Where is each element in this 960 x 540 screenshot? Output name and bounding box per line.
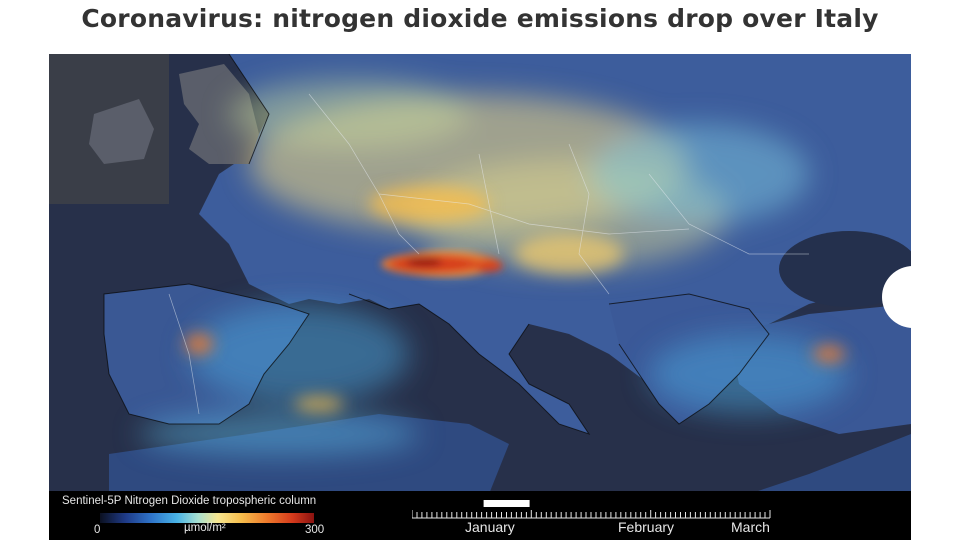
land-britain [179, 64, 259, 164]
colorbar-max-label: 300 [305, 524, 325, 536]
borders [168, 93, 809, 415]
colorbar [100, 513, 314, 523]
timeline-position-marker[interactable] [483, 500, 530, 507]
europe-map [49, 54, 911, 540]
legend-title: Sentinel-5P Nitrogen Dioxide tropospheri… [62, 495, 317, 507]
colorbar-min-label: 0 [94, 524, 101, 536]
land-ireland [89, 99, 154, 164]
month-label-march: March [731, 519, 770, 535]
black-sea [779, 231, 911, 307]
month-label-february: February [618, 519, 675, 535]
page-title: Coronavirus: nitrogen dioxide emissions … [81, 4, 879, 33]
timeline-ticks [412, 510, 771, 518]
no2-map [49, 54, 911, 540]
play-button[interactable] [882, 266, 944, 328]
po-valley-hotspot [381, 252, 503, 276]
month-label-january: January [465, 519, 515, 535]
emission-broad [139, 79, 849, 456]
colorbar-unit-label: µmol/m² [184, 522, 226, 534]
timeline[interactable] [412, 500, 772, 540]
coastlines [103, 54, 770, 435]
